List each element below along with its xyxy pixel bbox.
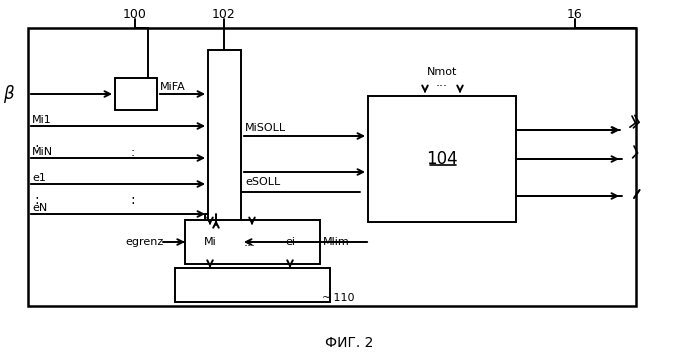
- Bar: [185, 220, 320, 264]
- Text: Mlim: Mlim: [323, 237, 350, 247]
- Text: eSOLL: eSOLL: [245, 177, 280, 187]
- Text: 16: 16: [567, 7, 583, 21]
- Text: ...: ...: [244, 235, 256, 248]
- Bar: [175, 268, 330, 302]
- Text: egrenz: egrenz: [125, 237, 164, 247]
- Bar: [28, 28, 636, 306]
- Text: ei: ei: [285, 237, 295, 247]
- Bar: [208, 50, 241, 228]
- Text: :: :: [130, 146, 134, 158]
- Text: ...: ...: [436, 76, 448, 88]
- Text: 104: 104: [426, 150, 458, 168]
- Text: MiN: MiN: [32, 147, 53, 157]
- Text: eN: eN: [32, 203, 48, 213]
- Text: :: :: [34, 141, 38, 155]
- Bar: [368, 96, 516, 222]
- Text: :: :: [34, 193, 38, 207]
- Text: β: β: [3, 85, 13, 103]
- Text: Nmot: Nmot: [427, 67, 457, 77]
- Text: ~ 110: ~ 110: [322, 293, 354, 303]
- Text: Mi1: Mi1: [32, 115, 52, 125]
- Text: 100: 100: [123, 7, 147, 21]
- Bar: [115, 78, 157, 110]
- Text: :: :: [130, 193, 135, 207]
- Text: MiSOLL: MiSOLL: [245, 123, 286, 133]
- Text: ФИГ. 2: ФИГ. 2: [325, 336, 373, 350]
- Text: 102: 102: [212, 7, 236, 21]
- Text: e1: e1: [32, 173, 46, 183]
- Text: MiFA: MiFA: [160, 82, 186, 92]
- Text: Mi: Mi: [203, 237, 217, 247]
